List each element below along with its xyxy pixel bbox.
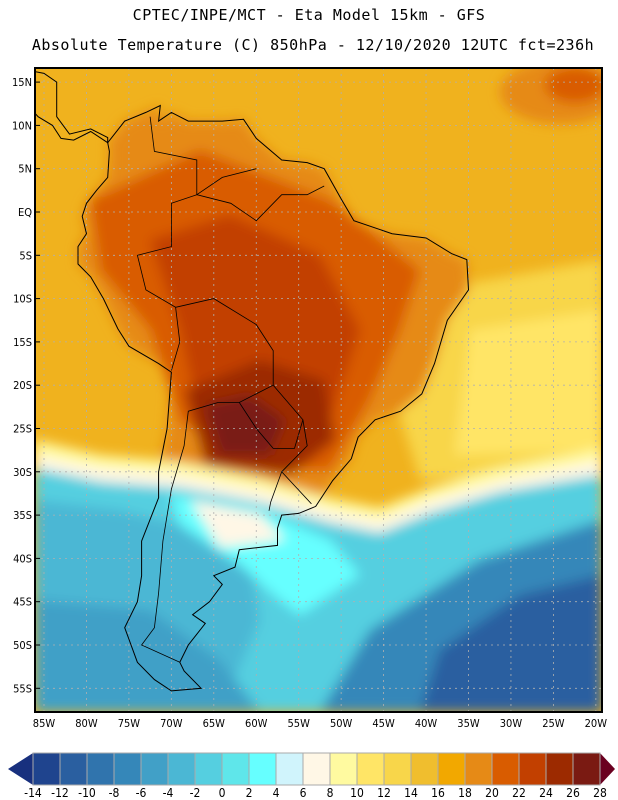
longitude-label: 50W [330,717,353,730]
plot-frame [34,67,603,713]
colorbar-label: -4 [163,786,174,800]
colorbar-label: -6 [136,786,147,800]
lat-lon-grid [35,68,602,712]
longitude-label: 75W [118,717,141,730]
country-border [136,116,198,371]
latitude-label: 20S [13,379,32,392]
colorbar-label: 28 [593,786,607,800]
central-america-coastline [35,71,109,144]
south-america-coastline [77,104,470,692]
colorbar-swatch [329,752,358,786]
latitude-label: 40S [13,552,32,565]
longitude-label: 65W [203,717,226,730]
longitude-label: 35W [457,717,480,730]
colorbar-swatch [518,752,547,786]
colorbar-swatch [491,752,520,786]
colorbar-label: 18 [458,786,472,800]
colorbar-label: -14 [24,786,42,800]
colorbar-swatch [410,752,439,786]
colorbar-swatch [248,752,277,786]
colorbar-swatch [437,752,466,786]
longitude-label: 25W [542,717,565,730]
colorbar-label: -8 [109,786,120,800]
colorbar-label: 20 [485,786,499,800]
colorbar-label: 24 [539,786,553,800]
longitude-label: 20W [585,717,608,730]
colorbar-label: -10 [78,786,96,800]
latitude-label: 5N [18,163,32,176]
colorbar-label: 6 [300,786,307,800]
colorbar-label: -12 [51,786,69,800]
colorbar-swatch [167,752,196,786]
latitude-label: 15N [12,76,32,89]
colorbar-label: 26 [566,786,580,800]
longitude-label: 55W [288,717,311,730]
latitude-label: 45S [13,596,32,609]
colorbar-label: 10 [350,786,364,800]
temperature-field [35,68,602,712]
colorbar-label: 0 [219,786,226,800]
colorbar-label: 22 [512,786,526,800]
latitude-label: 5S [19,249,32,262]
colorbar-swatch [545,752,574,786]
chart-subtitle: Absolute Temperature (C) 850hPa - 12/10/… [31,36,595,54]
colorbar-swatch [464,752,493,786]
longitude-label: 80W [75,717,98,730]
colorbar-label: 2 [246,786,253,800]
colorbar-swatch [275,752,304,786]
longitude-labels: 85W 80W 75W 70W 65W 60W 55W 50W 45W 40W 35W 30W 25W 2… [33,717,607,730]
latitude-labels: 15N 10N 5N EQ 5S 10S 15S 20S 25S 30S 35S 40S 45S 50S 5… [12,76,40,695]
colorbar: -14 -12 -10 -8 -6 -4 -2 0 2 4 6 8 10 12 14 16 18 20 22 24 26… [8,752,615,800]
latitude-label: 25S [13,423,32,436]
colorbar-swatch [383,752,412,786]
colorbar-swatch [356,752,385,786]
colorbar-swatch [221,752,250,786]
colorbar-swatch [59,752,88,786]
colorbar-label: 8 [327,786,334,800]
longitude-label: 60W [245,717,268,730]
latitude-label: 50S [13,639,32,652]
colorbar-swatch [32,752,61,786]
colorbar-swatch [194,752,223,786]
colorbar-swatch [140,752,169,786]
colorbar-over-arrow [600,753,615,785]
country-border [140,384,274,663]
latitude-label: 55S [13,682,32,695]
colorbar-label: 4 [273,786,280,800]
latitude-label: 35S [13,509,32,522]
colorbar-swatch [86,752,115,786]
latitude-label: EQ [18,206,32,219]
country-border [268,471,283,511]
colorbar-label: 16 [431,786,445,800]
colorbar-label: 12 [377,786,391,800]
colorbar-swatch [302,752,331,786]
longitude-label: 70W [160,717,183,730]
colorbar-label: 14 [404,786,418,800]
coastline [35,71,470,692]
country-border [195,168,325,222]
colorbar-label: -2 [190,786,201,800]
latitude-label: 10S [13,293,32,306]
longitude-label: 40W [415,717,438,730]
colorbar-swatch [572,752,601,786]
chart-title: CPTEC/INPE/MCT - Eta Model 15km - GFS [132,6,486,24]
latitude-label: 30S [13,466,32,479]
longitude-label: 85W [33,717,56,730]
latitude-label: 10N [12,119,32,132]
colorbar-swatch [113,752,142,786]
latitude-label: 15S [13,336,32,349]
colorbar-under-arrow [8,753,33,785]
longitude-label: 30W [500,717,523,730]
longitude-label: 45W [372,717,395,730]
country-border [238,402,304,449]
